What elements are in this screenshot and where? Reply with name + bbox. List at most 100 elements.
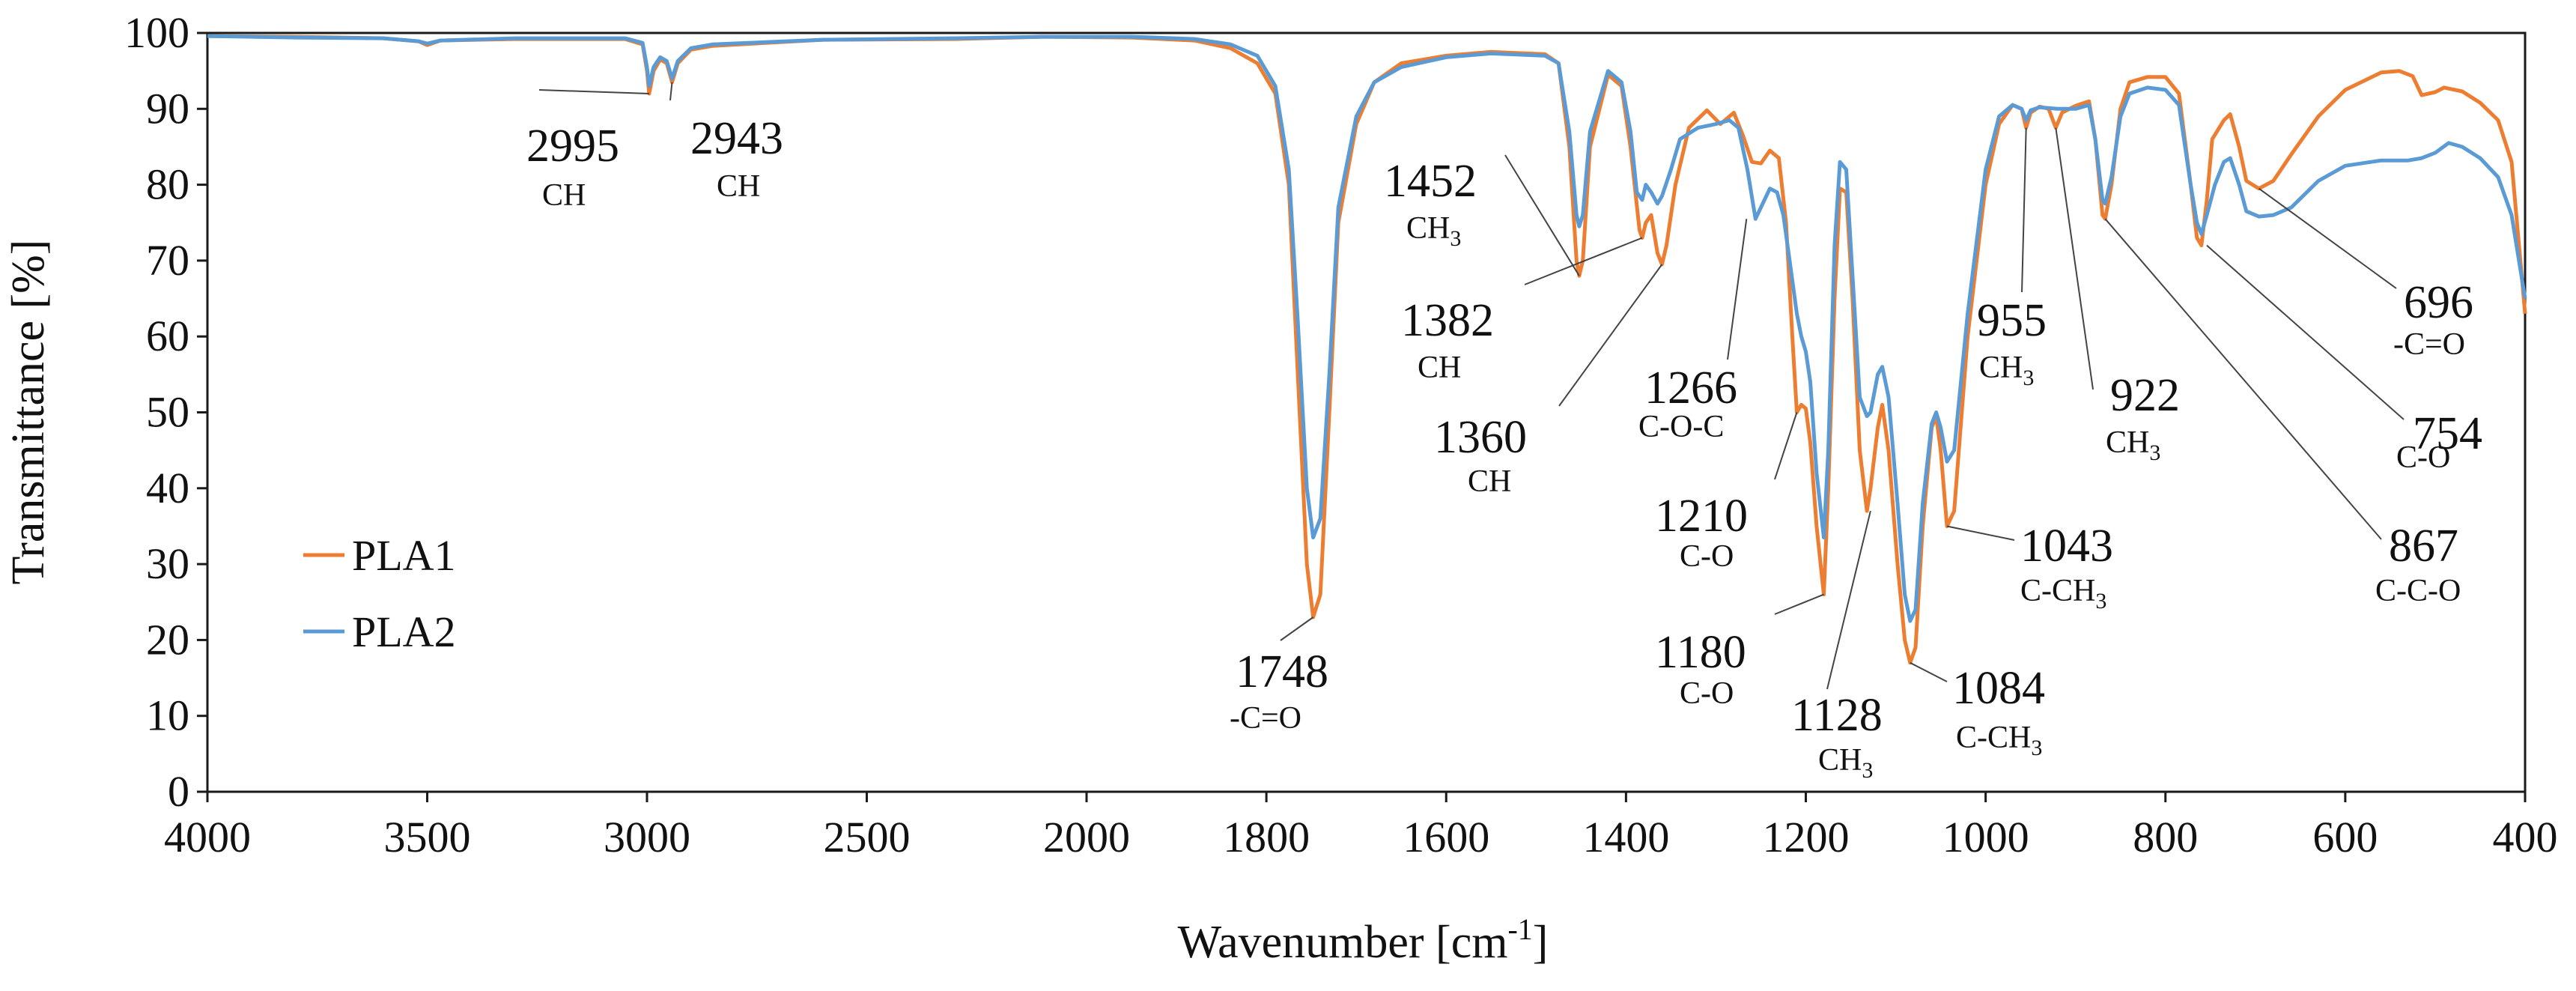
leader-line-922: [2055, 127, 2094, 390]
peak-group-754: C-O: [2396, 440, 2450, 475]
y-tick-label: 30: [146, 539, 189, 588]
x-tick-label: 400: [2493, 813, 2558, 861]
peak-group-955-sub: 3: [2023, 366, 2034, 390]
leader-line-1452: [1504, 154, 1580, 276]
y-axis-title: Transmittance [%]: [3, 240, 54, 585]
x-tick-label: 3000: [604, 813, 690, 861]
peak-group-922: CH3: [2106, 425, 2160, 465]
legend: PLA1 PLA2: [303, 531, 456, 656]
peak-label-1084: 1084: [1952, 663, 2045, 714]
peak-label-867: 867: [2389, 521, 2458, 572]
peak-label-922: 922: [2110, 370, 2180, 421]
peak-group-1084-sub: 3: [2031, 736, 2042, 760]
x-axis-title-bracket: ]: [1533, 917, 1549, 968]
leader-line-1360: [1558, 264, 1663, 407]
y-tick-label: 20: [146, 615, 189, 664]
y-tick-label: 0: [168, 767, 189, 816]
x-tick-label: 600: [2312, 813, 2378, 861]
peak-label-1210: 1210: [1655, 491, 1748, 542]
leader-line-1748: [1280, 616, 1314, 641]
peak-group-1084-main: C-CH: [1956, 721, 2031, 755]
x-axis-title: Wavenumber [cm-1]: [1178, 912, 1549, 968]
peak-label-1382: 1382: [1401, 295, 1494, 346]
y-tick-label: 80: [146, 160, 189, 209]
legend-label-pla1: PLA1: [352, 531, 456, 580]
peak-group-1748: -C=O: [1230, 701, 1301, 736]
series-line-pla2: [207, 34, 2527, 623]
x-axis-title-exponent: -1: [1507, 912, 1532, 946]
x-axis: 4000 3500 3000 2500 2000 1800 1600 1400 1200 1000…: [164, 792, 2558, 861]
y-tick-label: 40: [146, 464, 189, 512]
leader-line-1128: [1826, 510, 1871, 690]
leader-line-1210: [1774, 412, 1798, 480]
annotation-leaders: [538, 82, 2405, 690]
leader-line-867: [2104, 218, 2382, 540]
x-tick-label: 1200: [1763, 813, 1850, 861]
y-tick-label: 70: [146, 236, 189, 285]
peak-annotations: 2995 CH 2943 CH 1452 CH3 1382 CH 1360 CH…: [526, 113, 2482, 783]
leader-line-1382: [1524, 237, 1643, 285]
peak-label-1266: 1266: [1644, 363, 1737, 413]
peak-label-1043: 1043: [2020, 521, 2113, 572]
peak-group-1128: CH3: [1818, 743, 1873, 783]
peak-group-2943: CH: [717, 169, 760, 204]
x-tick-label: 1400: [1582, 813, 1669, 861]
peak-group-1452-main: CH: [1406, 211, 1450, 246]
peak-group-1452-sub: 3: [1450, 226, 1461, 251]
peak-group-1043-sub: 3: [2095, 589, 2106, 613]
peak-group-955-main: CH: [1979, 351, 2023, 385]
peak-group-2995: CH: [542, 178, 586, 213]
y-tick-label: 100: [124, 8, 189, 57]
peak-group-1360: CH: [1468, 464, 1511, 499]
peak-group-1452: CH3: [1406, 211, 1461, 251]
peak-group-955: CH3: [1979, 351, 2034, 390]
peak-label-2995: 2995: [526, 121, 619, 172]
peak-group-1043-main: C-CH: [2020, 574, 2095, 608]
peak-label-1360: 1360: [1434, 412, 1527, 463]
peak-label-1452: 1452: [1384, 156, 1477, 207]
leader-line-696: [2258, 187, 2397, 289]
peak-group-922-main: CH: [2106, 425, 2149, 460]
leader-line-1180: [1774, 593, 1824, 615]
x-tick-label: 3500: [384, 813, 471, 861]
peak-group-1128-main: CH: [1818, 743, 1862, 778]
peak-group-1084: C-CH3: [1956, 721, 2042, 760]
peak-group-1266: C-O-C: [1638, 410, 1724, 444]
peak-group-1180: C-O: [1680, 676, 1734, 711]
peak-label-1748: 1748: [1236, 646, 1328, 697]
x-tick-label: 1800: [1223, 813, 1310, 861]
peak-label-1128: 1128: [1791, 690, 1883, 741]
series-layer: [207, 34, 2527, 665]
legend-label-pla2: PLA2: [352, 607, 456, 656]
x-tick-label: 1000: [1942, 813, 2029, 861]
x-tick-label: 800: [2133, 813, 2198, 861]
peak-group-696: -C=O: [2393, 327, 2465, 362]
x-axis-title-main: Wavenumber [cm: [1178, 917, 1508, 968]
leader-line-2943: [669, 82, 673, 101]
x-tick-label: 2000: [1043, 813, 1130, 861]
peak-group-1210: C-O: [1680, 539, 1734, 574]
peak-group-1382: CH: [1418, 351, 1461, 385]
peak-label-1180: 1180: [1655, 627, 1746, 678]
leader-line-2995: [538, 89, 649, 94]
leader-line-1084: [1910, 661, 1948, 682]
x-tick-label: 4000: [164, 813, 251, 861]
peak-group-1043: C-CH3: [2020, 574, 2106, 613]
leader-line-955: [2021, 127, 2027, 293]
x-tick-label: 1600: [1403, 813, 1489, 861]
leader-line-1043: [1946, 525, 2015, 541]
y-tick-label: 60: [146, 312, 189, 360]
leader-line-754: [2206, 244, 2405, 420]
y-tick-label: 50: [146, 388, 189, 437]
y-tick-label: 10: [146, 691, 189, 740]
leader-line-1266: [1727, 219, 1748, 360]
peak-label-955: 955: [1977, 295, 2047, 346]
peak-group-1128-sub: 3: [1862, 758, 1873, 783]
x-tick-label: 2500: [824, 813, 911, 861]
peak-group-867: C-C-O: [2375, 574, 2461, 608]
peak-label-754: 754: [2413, 408, 2482, 459]
y-tick-label: 90: [146, 84, 189, 133]
y-axis: 0 10 20 30 40 50 60 70 80 90 100: [124, 8, 207, 816]
peak-label-696: 696: [2404, 277, 2473, 328]
